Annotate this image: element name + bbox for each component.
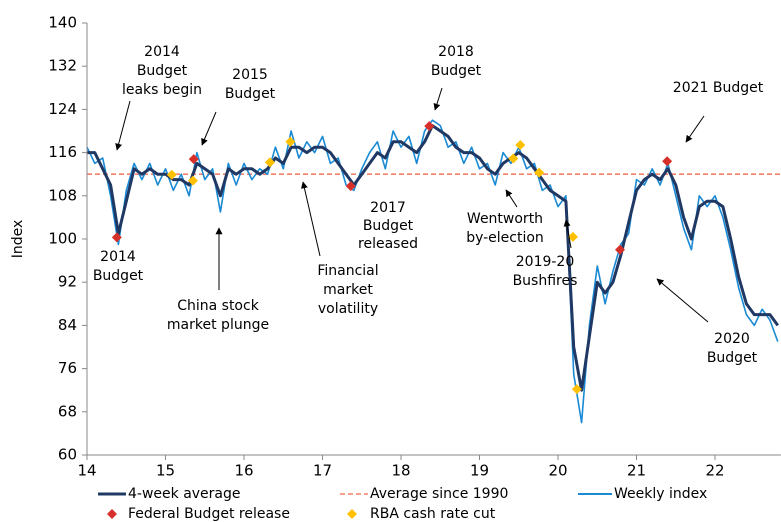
annotation: market plunge xyxy=(167,317,269,333)
marker xyxy=(567,231,578,242)
annotation: market xyxy=(323,282,373,298)
y-tick-label: 140 xyxy=(48,14,77,32)
annotation-arrow xyxy=(201,111,217,146)
marker xyxy=(188,154,199,165)
annotation: 2014 xyxy=(144,44,180,60)
annotation: by-election xyxy=(466,230,544,246)
y-tick-label: 132 xyxy=(48,57,77,75)
annotation: China stock xyxy=(177,298,259,314)
y-tick-label: 60 xyxy=(58,446,77,464)
y-tick-label: 108 xyxy=(48,186,77,204)
y-tick-label: 116 xyxy=(48,143,77,161)
y-tick-label: 76 xyxy=(58,359,77,377)
annotation: 2014 xyxy=(100,249,136,265)
legend-swatch xyxy=(107,509,117,519)
legend: 4-week average Average since 1990 Weekly i… xyxy=(98,486,707,522)
y-tick-label: 68 xyxy=(58,402,77,420)
annotation: Budget xyxy=(93,268,144,284)
annotation-arrow xyxy=(685,115,705,143)
x-tick-label: 16 xyxy=(234,462,253,480)
annotation: 2020 xyxy=(714,331,750,347)
line-series xyxy=(87,124,780,392)
line-series xyxy=(87,119,779,424)
annotation-arrow xyxy=(656,278,709,323)
annotation: Wentworth xyxy=(467,211,543,227)
annotation-arrow xyxy=(300,181,321,257)
annotation: 2018 xyxy=(438,44,474,60)
annotation: 2021 Budget xyxy=(673,80,764,96)
marker xyxy=(424,121,435,132)
axes: 60 68 76 84 92 100 108 116 124 132 140 14 15 16 17 18 19… xyxy=(48,14,781,480)
marker xyxy=(264,157,275,168)
annotation-arrow xyxy=(433,87,443,111)
annotation: Budget xyxy=(137,63,188,79)
x-tick-label: 17 xyxy=(313,462,332,480)
annotation: Budget xyxy=(363,218,414,234)
annotation: Bushfires xyxy=(513,273,578,289)
annotation: released xyxy=(358,236,418,252)
x-tick-label: 15 xyxy=(156,462,175,480)
annotation: 2015 xyxy=(232,67,268,83)
legend-label: RBA cash rate cut xyxy=(370,506,496,522)
annotation: Budget xyxy=(431,63,482,79)
y-axis-label: Index xyxy=(10,220,26,259)
annotation-arrow xyxy=(115,100,131,151)
legend-label: Weekly index xyxy=(614,486,707,502)
annotation: 2017 xyxy=(370,200,406,216)
y-tick-label: 100 xyxy=(48,230,77,248)
marker xyxy=(571,384,582,395)
annotation: volatility xyxy=(318,301,378,317)
legend-swatch xyxy=(347,509,357,519)
marker xyxy=(285,136,296,147)
x-tick-label: 20 xyxy=(548,462,567,480)
annotation: 2019-20 xyxy=(516,254,575,270)
marker xyxy=(345,181,356,192)
legend-label: Average since 1990 xyxy=(370,486,508,502)
x-tick-label: 21 xyxy=(627,462,646,480)
y-tick-label: 92 xyxy=(58,273,77,291)
x-tick-label: 19 xyxy=(470,462,489,480)
marker xyxy=(662,156,673,167)
marker xyxy=(166,169,177,180)
annotation-arrow xyxy=(563,219,572,249)
marker xyxy=(534,167,545,178)
plot xyxy=(87,119,781,424)
annotation: Budget xyxy=(707,350,758,366)
marker xyxy=(508,153,519,164)
annotation: Budget xyxy=(225,86,276,102)
x-tick-label: 22 xyxy=(705,462,724,480)
y-tick-label: 84 xyxy=(58,316,77,334)
marker xyxy=(515,140,526,151)
annotation: Financial xyxy=(317,263,378,279)
marker xyxy=(111,232,122,243)
legend-label: Federal Budget release xyxy=(128,506,290,522)
marker xyxy=(187,175,198,186)
x-tick-label: 14 xyxy=(77,462,96,480)
y-tick-label: 124 xyxy=(48,100,77,118)
annotation-arrow xyxy=(505,189,518,208)
legend-label: 4-week average xyxy=(128,486,241,502)
annotation: leaks begin xyxy=(122,82,202,98)
x-tick-label: 18 xyxy=(391,462,410,480)
annotations: 2014 Budget leaks begin 2015 Budget 2018… xyxy=(93,44,764,366)
marker xyxy=(615,244,626,255)
